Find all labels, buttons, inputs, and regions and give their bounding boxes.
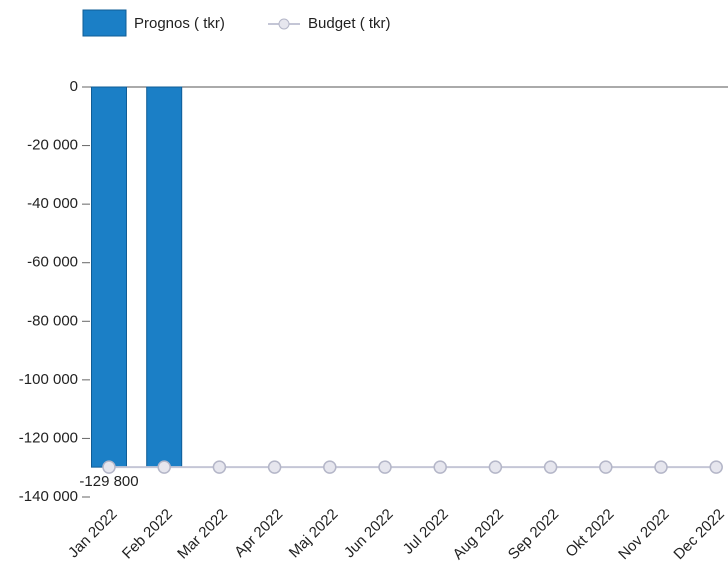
x-tick-label: Dec 2022 — [670, 506, 727, 563]
y-tick-label: -120 000 — [19, 429, 78, 446]
bar — [91, 86, 127, 468]
line-marker — [709, 460, 723, 474]
y-tick-label: -140 000 — [19, 488, 78, 505]
legend-swatch — [82, 9, 127, 37]
x-tick-label: Jun 2022 — [341, 506, 397, 562]
data-label: -129 800 — [79, 473, 138, 490]
x-tick-label: Feb 2022 — [119, 506, 176, 563]
x-tick-label: Maj 2022 — [286, 506, 342, 562]
line-marker — [378, 460, 392, 474]
line-marker — [323, 460, 337, 474]
x-tick-label: Mar 2022 — [174, 506, 231, 563]
line-marker — [488, 460, 503, 474]
line-marker — [212, 460, 227, 474]
y-tick-label: -80 000 — [27, 312, 78, 329]
x-tick-label: Nov 2022 — [615, 506, 672, 563]
x-tick-label: Apr 2022 — [231, 506, 286, 561]
x-tick-label: Jul 2022 — [400, 506, 452, 558]
legend-label: Prognos ( tkr) — [134, 15, 225, 32]
line-marker — [654, 460, 668, 474]
line-marker — [543, 460, 558, 474]
line-marker — [102, 460, 116, 474]
line-marker — [433, 460, 447, 474]
bar — [146, 86, 183, 468]
x-tick-label: Jan 2022 — [65, 506, 121, 562]
y-tick-label: -40 000 — [27, 195, 78, 212]
y-tick-label: 0 — [70, 78, 78, 95]
legend-swatch — [278, 18, 290, 30]
y-tick-label: -100 000 — [19, 371, 78, 388]
y-tick-label: -20 000 — [27, 137, 78, 154]
line-marker — [267, 460, 282, 474]
line-marker — [157, 460, 171, 474]
x-tick-label: Sep 2022 — [505, 506, 562, 563]
x-tick-label: Aug 2022 — [450, 506, 507, 563]
x-tick-label: Okt 2022 — [562, 506, 617, 561]
y-tick-label: -60 000 — [27, 254, 78, 271]
legend-label: Budget ( tkr) — [308, 15, 391, 32]
line-marker — [599, 460, 613, 474]
